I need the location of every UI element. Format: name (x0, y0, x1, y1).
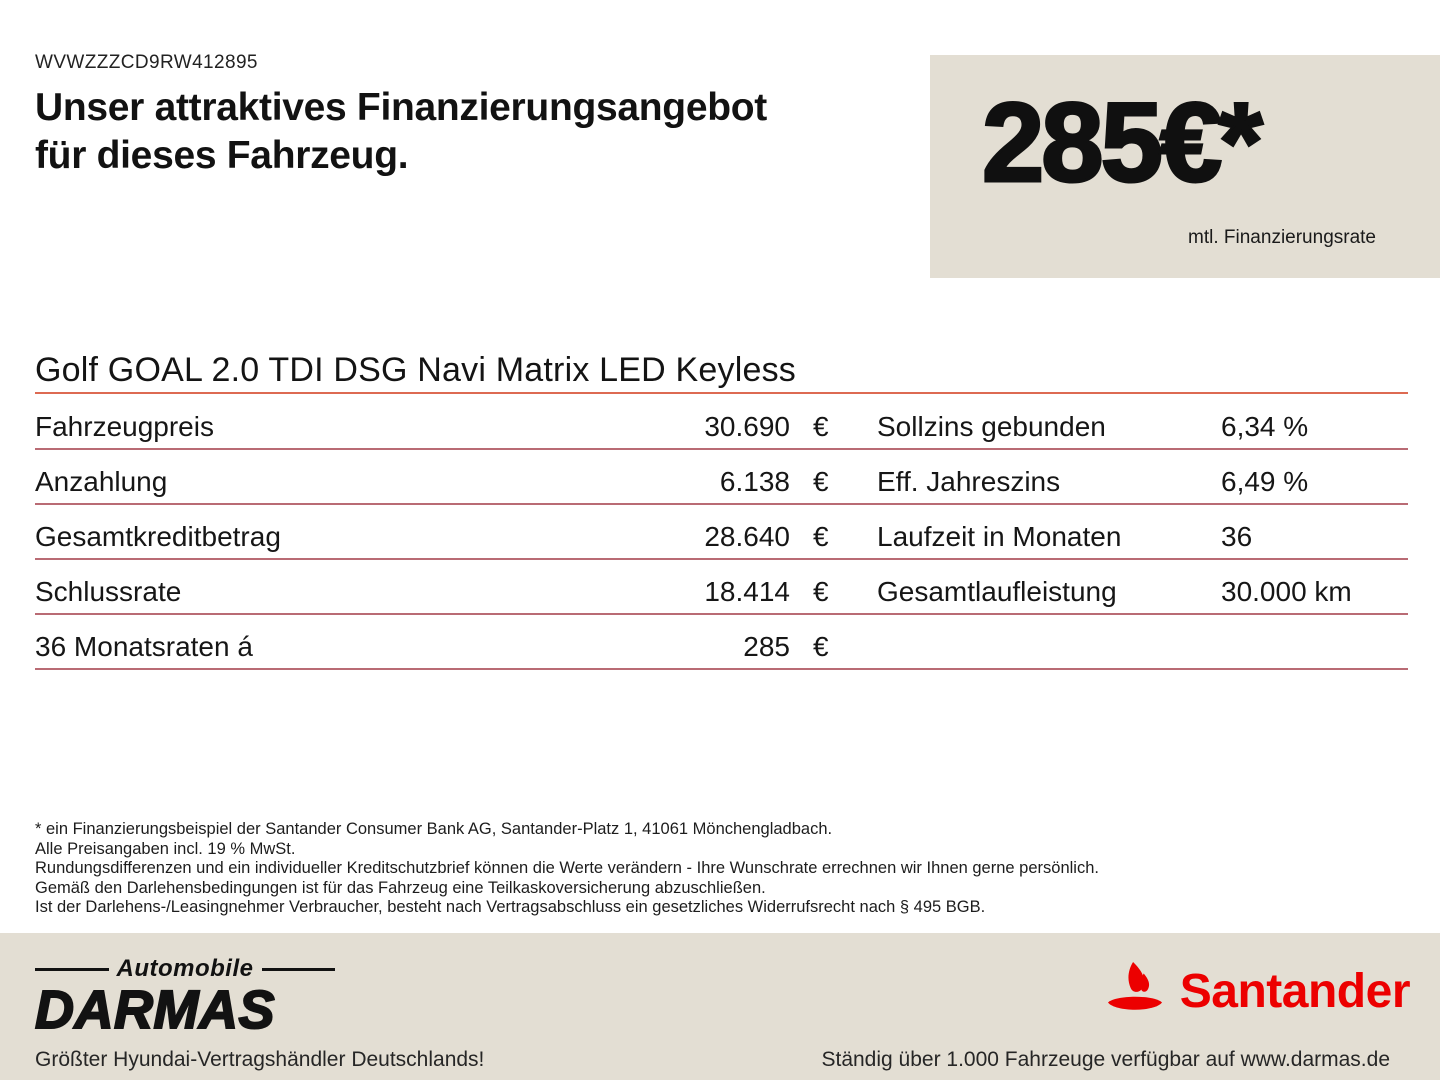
finance-label-right: Gesamtlaufleistung (877, 576, 1117, 607)
vehicle-model-title: Golf GOAL 2.0 TDI DSG Navi Matrix LED Ke… (35, 351, 797, 389)
finance-value: 285 (743, 631, 790, 662)
footer-claim-right: Ständig über 1.000 Fahrzeuge verfügbar a… (821, 1048, 1390, 1071)
table-row: Fahrzeugpreis 30.690 € Sollzins gebunden… (35, 395, 1408, 450)
disclaimer-line: Gemäß den Darlehensbedingungen ist für d… (35, 878, 766, 897)
finance-label-right: Sollzins gebunden (877, 411, 1106, 442)
finance-unit: € (813, 631, 829, 662)
dealer-logo-name: DARMAS (34, 980, 276, 1040)
santander-logo: Santander (1104, 961, 1411, 1022)
disclaimer-line: Alle Preisangaben incl. 19 % MwSt. (35, 839, 296, 858)
dealer-logo-automobile: Automobile (116, 955, 254, 982)
finance-value: 6.138 (719, 466, 790, 497)
page-title: Unser attraktives Finanzierungsangebot f… (35, 84, 767, 180)
table-row: Schlussrate 18.414 € Gesamtlaufleistung … (35, 560, 1408, 615)
logo-rule-right (261, 967, 335, 971)
finance-value-right: 6,34 % (1221, 411, 1309, 442)
monthly-rate-caption: mtl. Finanzierungsrate (1188, 227, 1376, 248)
finance-value: 18.414 (704, 576, 790, 607)
finance-label-right: Laufzeit in Monaten (877, 521, 1122, 552)
disclaimer-line: * ein Finanzierungsbeispiel der Santande… (35, 820, 833, 838)
footer-claim-left: Größter Hyundai-Vertragshändler Deutschl… (35, 1048, 485, 1071)
santander-flame-icon (1104, 961, 1166, 1022)
title-divider (35, 392, 1408, 394)
monthly-rate-amount: 285€* (981, 80, 1265, 205)
disclaimer-line: Ist der Darlehens-/Leasingnehmer Verbrau… (35, 898, 986, 916)
finance-label-right: Eff. Jahreszins (877, 466, 1061, 497)
table-row: 36 Monatsraten á 285 € (35, 615, 1408, 670)
disclaimer-text: * ein Finanzierungsbeispiel der Santande… (35, 820, 1099, 918)
dealer-logo: Automobile DARMAS (34, 955, 335, 1040)
finance-label: Anzahlung (35, 466, 168, 497)
vehicle-vin: WVWZZZCD9RW412895 (35, 52, 258, 73)
finance-unit: € (813, 521, 829, 552)
footer: Automobile DARMAS Santander Größter Hyun… (0, 933, 1440, 1080)
finance-label: 36 Monatsraten á (35, 631, 253, 662)
dealer-logo-top: Automobile (35, 955, 335, 983)
finance-unit: € (813, 466, 829, 497)
finance-value: 28.640 (704, 521, 790, 552)
finance-value-right: 6,49 % (1221, 466, 1309, 497)
page-title-line2: für dieses Fahrzeug. (35, 134, 409, 177)
finance-unit: € (813, 576, 829, 607)
table-row: Anzahlung 6.138 € Eff. Jahreszins 6,49 % (35, 450, 1408, 505)
monthly-rate-panel: 285€* mtl. Finanzierungsrate (930, 55, 1440, 278)
disclaimer-line: Rundungsdifferenzen und ein individuelle… (35, 859, 1099, 877)
finance-label: Gesamtkreditbetrag (35, 521, 281, 552)
finance-table: Fahrzeugpreis 30.690 € Sollzins gebunden… (35, 395, 1408, 670)
finance-value-right: 30.000 km (1221, 576, 1352, 607)
santander-logo-text: Santander (1179, 965, 1411, 1018)
finance-value-right: 36 (1221, 521, 1253, 552)
page-title-line1: Unser attraktives Finanzierungsangebot (35, 86, 767, 129)
table-row: Gesamtkreditbetrag 28.640 € Laufzeit in … (35, 505, 1408, 560)
finance-label: Fahrzeugpreis (35, 411, 214, 442)
logo-rule-left (35, 967, 109, 971)
finance-unit: € (813, 411, 829, 442)
finance-value: 30.690 (704, 411, 790, 442)
finance-label: Schlussrate (35, 576, 182, 607)
